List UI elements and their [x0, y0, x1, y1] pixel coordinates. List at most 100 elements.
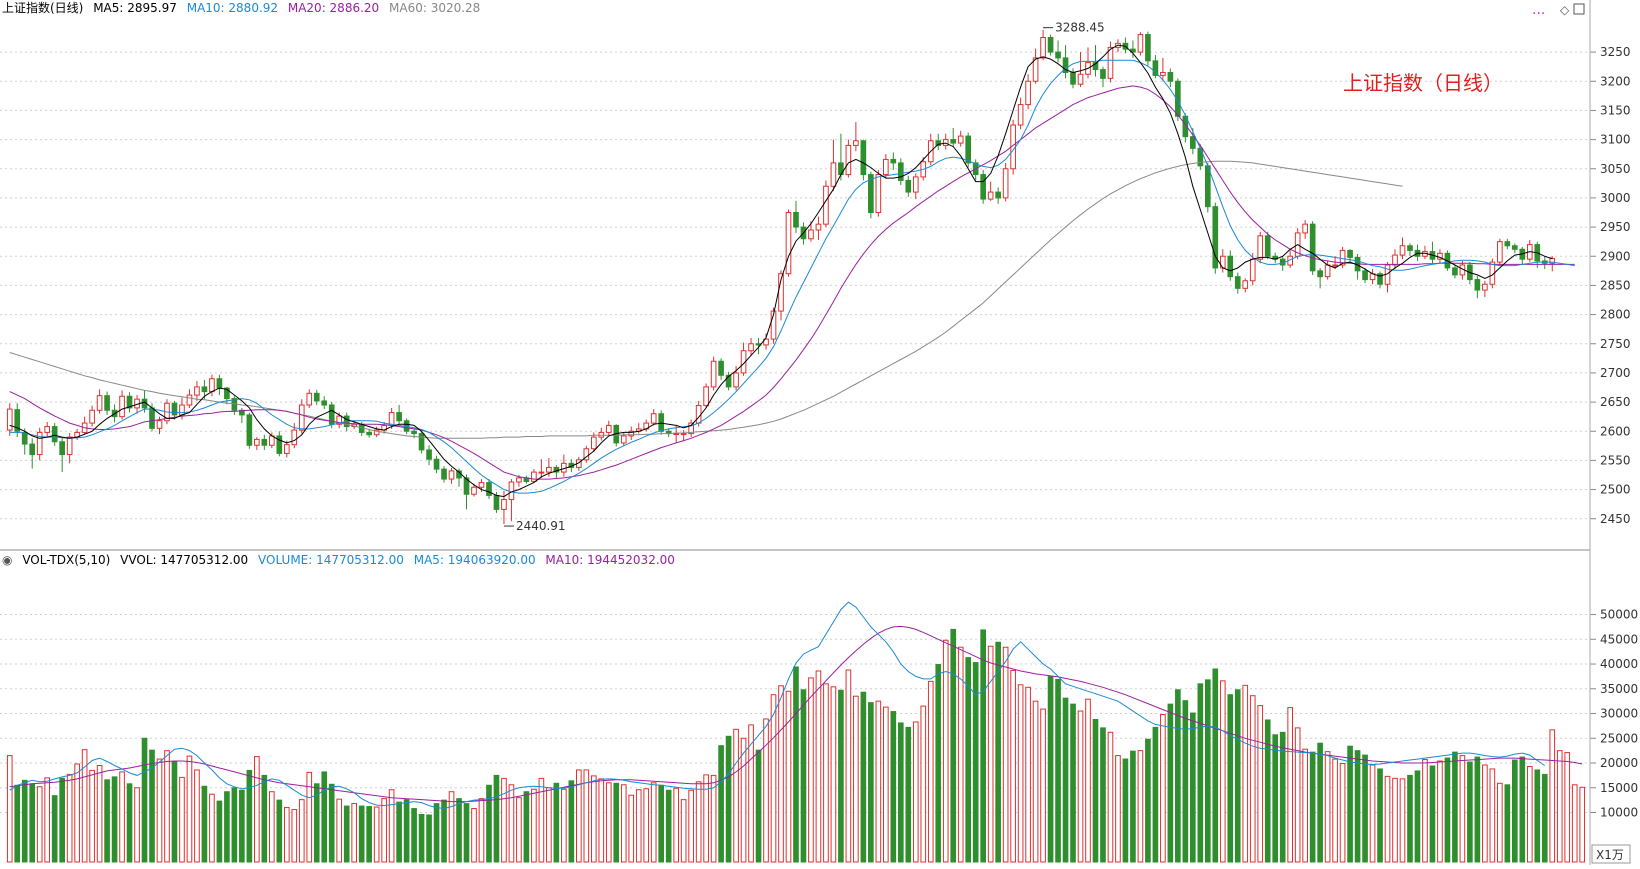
candle-body [740, 350, 747, 374]
volume-bar [1227, 694, 1234, 863]
volume-bar [1032, 700, 1039, 863]
volume-bar [51, 795, 58, 863]
volume-bar [1519, 756, 1526, 863]
volume-bar [201, 785, 208, 863]
volume-bar [778, 685, 784, 863]
candle-body [396, 412, 402, 422]
ma20-readout: MA20: 2886.20 [287, 1, 380, 15]
volume-bar [1107, 731, 1114, 863]
volume-bar [456, 798, 462, 863]
candle-body [1160, 72, 1166, 76]
volume-bar [1115, 755, 1121, 863]
volume-bar [980, 629, 986, 863]
candle-body [1047, 37, 1054, 53]
volume-bar [875, 700, 882, 863]
volume-bar [1182, 700, 1189, 863]
candle [1474, 276, 1481, 299]
candle-body [538, 471, 545, 474]
candle [1160, 57, 1166, 82]
diamond-icon[interactable]: ◇ [1560, 3, 1570, 17]
candle-body [216, 378, 223, 389]
volume-bar [1137, 750, 1144, 863]
candle-body [1062, 57, 1069, 74]
volume-bar [1047, 675, 1054, 863]
candle-body [1242, 280, 1249, 289]
candle-body [1482, 283, 1488, 291]
candle [1264, 231, 1271, 260]
candle [1511, 243, 1518, 254]
candle [1077, 52, 1084, 88]
price-tick-label: 2550 [1600, 453, 1631, 467]
candle-body [471, 486, 477, 495]
candle [897, 158, 904, 186]
candle-body [875, 174, 882, 213]
price-tick-label: 2700 [1600, 366, 1631, 380]
volume-bar [643, 788, 650, 863]
candle-body [1339, 249, 1346, 266]
ma5-line [9, 44, 1553, 498]
volume-bar [905, 726, 912, 863]
volume-bar [1556, 750, 1563, 863]
candle-body [1504, 241, 1511, 247]
candle-body [246, 414, 253, 446]
volume-bar [1145, 738, 1151, 863]
volume-bar [1459, 755, 1466, 863]
candle-body [883, 158, 889, 176]
candle-body [718, 360, 724, 376]
volume-bar [269, 791, 275, 863]
candle-body [411, 430, 417, 435]
volume-bar [516, 797, 522, 863]
candle [860, 139, 867, 181]
candle-body [194, 386, 200, 396]
candle-body [1167, 72, 1174, 82]
more-options-icon[interactable]: ··· [1532, 6, 1545, 22]
candle [1062, 45, 1069, 79]
candle [433, 455, 440, 474]
candle-body [1092, 62, 1099, 71]
candle-body [1212, 206, 1219, 269]
volume-bar [448, 791, 455, 863]
candle [1399, 237, 1406, 260]
candle-body [695, 405, 702, 424]
candle-body [733, 372, 739, 388]
candle-body [239, 409, 245, 416]
candle-body [905, 179, 912, 193]
volume-ma-lines [9, 601, 1583, 810]
volume-bar [1571, 784, 1578, 863]
volume-bar [463, 803, 470, 863]
candle [605, 420, 612, 436]
volume-bar [800, 689, 807, 863]
volume-bar [868, 702, 874, 863]
volume-bar [1437, 760, 1443, 863]
ma5-readout: MA5: 2895.97 [93, 1, 177, 15]
volume-bar [733, 728, 739, 863]
volume-bar [1212, 668, 1219, 863]
candle [950, 127, 957, 147]
volume-bar [1362, 754, 1368, 863]
candle-body [1055, 51, 1061, 59]
volume-bar [149, 749, 155, 863]
volume-bar [66, 773, 73, 863]
candle-body [313, 392, 320, 402]
volume-bar [1279, 731, 1286, 863]
candle-body [868, 174, 874, 213]
volume-tick-label: 40000 [1600, 657, 1638, 671]
price-tick-label: 3100 [1600, 133, 1631, 147]
price-tick-label: 2900 [1600, 249, 1631, 263]
volume-bar [583, 769, 590, 863]
candle-body [224, 387, 230, 400]
price-tick-label: 2600 [1600, 424, 1631, 438]
panel-toggle-icon[interactable] [1573, 3, 1585, 15]
candle-body [336, 415, 343, 425]
volume-bar [89, 769, 95, 863]
candle-body [1040, 37, 1046, 59]
collapse-icon[interactable]: ◉ [2, 553, 13, 567]
candle [763, 333, 769, 350]
volume-bar [740, 737, 747, 863]
candle [1242, 278, 1249, 293]
volume-tick-label: 45000 [1600, 632, 1638, 646]
volume-tick-label: 20000 [1600, 756, 1638, 770]
candle [51, 423, 58, 446]
candle [1025, 74, 1031, 110]
volume-bar [1347, 745, 1353, 863]
